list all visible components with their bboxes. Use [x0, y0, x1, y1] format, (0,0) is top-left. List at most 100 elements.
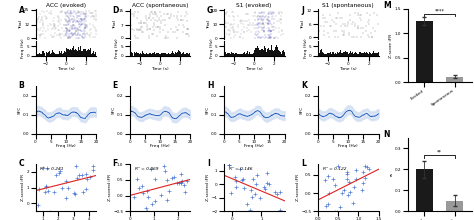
Point	[87, 175, 94, 179]
Point	[267, 29, 274, 33]
Point	[258, 14, 265, 18]
Point	[183, 27, 191, 30]
Point	[65, 20, 73, 23]
Bar	[238, 54, 239, 56]
Point	[70, 9, 78, 13]
Point	[257, 11, 264, 15]
Point	[73, 12, 81, 15]
Bar	[232, 53, 233, 56]
Point	[264, 15, 272, 19]
Point	[252, 36, 259, 40]
Point	[181, 190, 189, 194]
Y-axis label: Trial: Trial	[207, 20, 211, 29]
Point	[254, 36, 261, 40]
Bar	[257, 46, 258, 56]
Point	[33, 20, 40, 23]
Point	[64, 35, 72, 39]
Point	[345, 22, 352, 26]
Point	[345, 31, 353, 35]
Point	[258, 20, 266, 23]
Point	[257, 35, 265, 38]
Point	[266, 28, 273, 31]
Point	[264, 33, 272, 37]
Point	[154, 25, 162, 29]
Point	[163, 34, 170, 38]
Point	[87, 31, 95, 34]
Bar	[236, 53, 237, 56]
Point	[338, 192, 346, 195]
Bar	[378, 51, 379, 56]
Bar	[147, 54, 148, 56]
Bar	[186, 53, 187, 56]
Point	[82, 25, 89, 29]
Bar	[146, 53, 147, 56]
Point	[75, 17, 82, 21]
Point	[64, 31, 71, 34]
Point	[68, 12, 75, 15]
Point	[275, 31, 283, 34]
Point	[264, 27, 272, 30]
Point	[253, 31, 260, 34]
Bar	[265, 48, 266, 56]
Point	[127, 29, 134, 32]
Point	[177, 172, 185, 176]
Point	[81, 18, 88, 22]
Text: E: E	[113, 81, 118, 90]
Point	[64, 29, 72, 32]
Point	[82, 12, 90, 15]
Bar	[234, 54, 235, 56]
Point	[63, 28, 70, 31]
Point	[351, 11, 359, 15]
Point	[147, 18, 155, 21]
Point	[266, 31, 274, 34]
Y-axis label: Freq (Hz): Freq (Hz)	[210, 38, 213, 58]
Point	[49, 35, 57, 39]
Point	[41, 37, 48, 40]
Bar	[372, 53, 373, 56]
Point	[264, 22, 272, 26]
Point	[353, 35, 361, 39]
Point	[154, 14, 161, 18]
Point	[267, 29, 275, 33]
Bar	[145, 54, 146, 56]
Point	[229, 14, 237, 18]
Bar	[249, 52, 250, 56]
Point	[130, 14, 137, 18]
Point	[164, 30, 171, 34]
Point	[232, 31, 240, 34]
Y-axis label: SFC: SFC	[300, 106, 304, 114]
Point	[273, 192, 281, 196]
Point	[52, 25, 59, 29]
Point	[275, 10, 283, 13]
Point	[85, 33, 93, 37]
Point	[57, 37, 64, 40]
Point	[260, 18, 267, 22]
Point	[337, 25, 345, 28]
Point	[170, 14, 177, 18]
Point	[49, 20, 57, 23]
Point	[357, 27, 365, 30]
Point	[138, 25, 146, 29]
Point	[255, 25, 263, 29]
Point	[161, 18, 168, 21]
Point	[254, 33, 261, 37]
Point	[276, 190, 284, 194]
Point	[146, 14, 154, 18]
Point	[35, 33, 43, 37]
Point	[38, 18, 46, 22]
Point	[359, 27, 366, 30]
Point	[71, 24, 79, 28]
Bar	[55, 54, 56, 56]
Point	[265, 36, 273, 40]
Point	[69, 23, 76, 26]
Bar	[332, 52, 333, 56]
Point	[258, 10, 265, 13]
Point	[268, 22, 275, 26]
Text: R² = 0.069: R² = 0.069	[135, 167, 158, 171]
Point	[260, 15, 267, 19]
Point	[81, 13, 88, 16]
Point	[65, 35, 73, 39]
Point	[271, 190, 279, 194]
Point	[77, 17, 84, 21]
Point	[91, 17, 98, 21]
